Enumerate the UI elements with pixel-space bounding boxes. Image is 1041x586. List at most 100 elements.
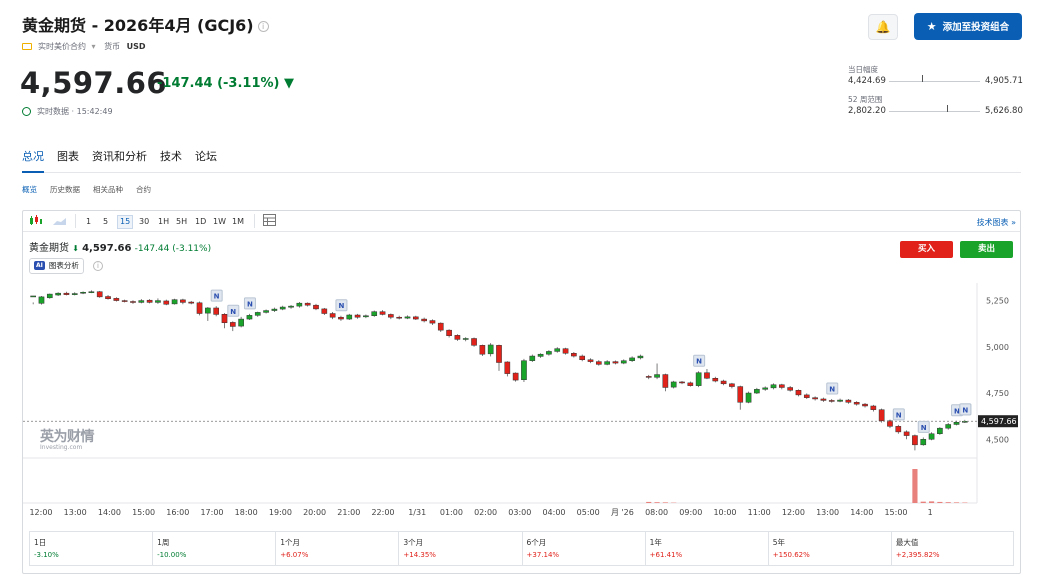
candle-body <box>346 314 353 320</box>
candle-body <box>795 390 802 396</box>
performance-value: +37.14% <box>526 551 560 559</box>
performance-period: 1年 <box>649 538 662 547</box>
info-icon[interactable]: i <box>93 261 103 271</box>
candle-body <box>512 372 519 381</box>
tab-overview[interactable]: 总况 <box>22 150 44 163</box>
subtab-summary[interactable]: 概览 <box>22 185 37 194</box>
candlestick-type-icon[interactable] <box>29 215 43 228</box>
time-tick-label: 08:00 <box>645 508 668 517</box>
performance-period: 3个月 <box>403 538 424 547</box>
interval-1h[interactable]: 1H <box>158 217 170 226</box>
star-icon: ★ <box>926 20 937 33</box>
day-range-bar <box>889 81 980 82</box>
info-icon[interactable]: i <box>257 21 269 32</box>
candle-body <box>30 295 36 298</box>
candle-body <box>579 355 586 361</box>
area-type-icon[interactable] <box>53 215 67 228</box>
interval-5[interactable]: 5 <box>103 217 109 226</box>
performance-period: 6个月 <box>526 538 547 547</box>
time-tick-label: 22:00 <box>371 508 394 517</box>
interval-1[interactable]: 1 <box>86 217 92 226</box>
ai-chart-analysis-button[interactable]: AI 图表分析 <box>29 258 84 274</box>
time-tick-label: 18:00 <box>235 508 258 517</box>
time-tick-label: 1/31 <box>408 508 426 517</box>
subtab-related[interactable]: 相关品种 <box>93 185 123 194</box>
candle-body <box>46 293 53 299</box>
table-view-icon[interactable] <box>263 214 276 228</box>
candle-body <box>629 357 635 361</box>
investing-watermark: 英为财情 Investing.com <box>40 426 95 451</box>
candle-body <box>313 304 319 310</box>
day-range-low: 4,424.69 <box>848 76 886 86</box>
contract-type-label[interactable]: 实时美价合约 <box>38 42 86 51</box>
candle-body <box>687 382 694 386</box>
interval-1d[interactable]: 1D <box>195 217 207 226</box>
watermark-main: 英为财情 <box>40 429 95 445</box>
performance-period: 1个月 <box>280 538 301 547</box>
add-to-portfolio-button[interactable]: ★ 添加至投资组合 <box>914 13 1022 40</box>
candle-body <box>845 399 852 403</box>
interval-1m[interactable]: 1M <box>232 217 244 226</box>
time-tick-label: 01:00 <box>440 508 463 517</box>
live-time: 实时数据 · 15:42:49 <box>37 107 113 116</box>
candle-body <box>679 381 685 384</box>
time-tick-label: 14:00 <box>850 508 873 517</box>
time-tick-label: 21:00 <box>337 508 360 517</box>
candle-body <box>437 322 444 331</box>
clock-icon <box>22 107 31 116</box>
candle-body <box>421 318 427 322</box>
sell-button[interactable]: 卖出 <box>960 241 1013 258</box>
candle-body <box>645 376 652 378</box>
volume-bar <box>662 502 668 503</box>
candle-body <box>412 316 419 320</box>
candle-body <box>720 380 727 385</box>
candle-body <box>912 435 918 446</box>
candle-body <box>279 306 286 310</box>
candle-body <box>595 361 602 365</box>
candle-body <box>862 403 868 407</box>
chevron-down-icon[interactable]: ▾ <box>91 42 96 51</box>
candle-body <box>754 389 760 394</box>
tab-news-analysis[interactable]: 资讯和分析 <box>92 150 147 163</box>
performance-period: 最大值 <box>895 538 919 547</box>
performance-cell: 最大值 +2,395.82% <box>892 532 1015 565</box>
news-marker-label: N <box>829 385 835 393</box>
tab-chart[interactable]: 图表 <box>57 150 79 163</box>
candle-body <box>130 301 136 303</box>
candle-body <box>121 300 128 302</box>
candle-body <box>654 374 660 378</box>
live-status: 实时数据 · 15:42:49 <box>22 106 113 117</box>
performance-period: 1日 <box>34 538 47 547</box>
candle-body <box>462 338 469 340</box>
tab-technical[interactable]: 技术 <box>160 150 182 163</box>
candle-body <box>354 314 361 318</box>
week52-range-label: 52 周范围 <box>848 95 883 104</box>
performance-value: +150.62% <box>772 551 810 559</box>
instrument-title: 黄金期货 - 2026年4月 (GCJ6) <box>22 16 254 35</box>
candle-body <box>304 302 311 306</box>
interval-15[interactable]: 15 <box>117 215 134 229</box>
alert-bell-button[interactable]: 🔔 <box>868 14 898 40</box>
news-marker-icon <box>243 297 256 310</box>
candle-body <box>38 296 45 304</box>
day-range-high: 4,905.71 <box>985 76 1023 86</box>
interval-1w[interactable]: 1W <box>213 217 226 226</box>
day-range-label: 当日幅度 <box>848 65 878 74</box>
buy-button[interactable]: 买入 <box>900 241 953 258</box>
week52-range-marker <box>947 105 949 112</box>
subtab-history[interactable]: 历史数据 <box>50 185 80 194</box>
interval-5h[interactable]: 5H <box>176 217 188 226</box>
volume-bar <box>928 501 935 503</box>
candle-body <box>180 299 186 303</box>
time-tick-label: 05:00 <box>577 508 600 517</box>
news-marker-label: N <box>954 407 960 415</box>
price-chart[interactable]: 5,2505,0004,7504,5004,597.66NNNNNNNNNNN1… <box>23 283 1020 523</box>
subtab-contracts[interactable]: 合约 <box>136 185 151 194</box>
time-tick-label: 13:00 <box>816 508 839 517</box>
main-tabs: 总况 图表 资讯和分析 技术 论坛 <box>22 148 230 164</box>
time-tick-label: 月 '26 <box>611 508 634 517</box>
interval-30[interactable]: 30 <box>139 217 150 226</box>
technical-chart-link[interactable]: 技术图表 » <box>976 218 1016 227</box>
time-tick-label: 04:00 <box>542 508 565 517</box>
tab-forum[interactable]: 论坛 <box>195 150 217 163</box>
